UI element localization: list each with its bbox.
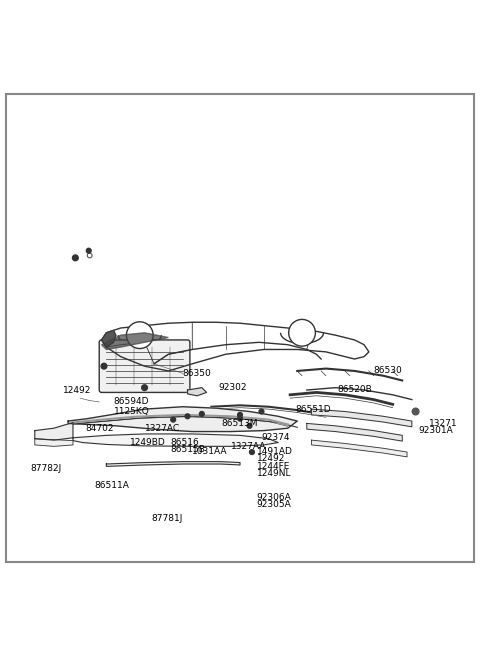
Text: 86551D: 86551D xyxy=(295,405,331,414)
Text: 1249NL: 1249NL xyxy=(257,469,291,478)
Text: 84702: 84702 xyxy=(85,424,113,433)
Circle shape xyxy=(185,414,190,419)
Polygon shape xyxy=(35,439,73,446)
FancyBboxPatch shape xyxy=(99,340,190,392)
Polygon shape xyxy=(188,388,206,396)
Circle shape xyxy=(259,409,264,414)
Text: 1031AA: 1031AA xyxy=(192,447,228,456)
Polygon shape xyxy=(107,462,240,466)
Text: 1327AA: 1327AA xyxy=(230,442,266,451)
Polygon shape xyxy=(312,440,407,457)
Circle shape xyxy=(171,417,176,422)
Text: 92305A: 92305A xyxy=(257,500,291,509)
Circle shape xyxy=(126,322,153,348)
Text: 92374: 92374 xyxy=(262,433,290,442)
Text: 92306A: 92306A xyxy=(257,493,291,502)
Circle shape xyxy=(238,417,242,421)
Text: 1244FE: 1244FE xyxy=(257,462,290,471)
Circle shape xyxy=(199,411,204,417)
Circle shape xyxy=(250,450,254,455)
Polygon shape xyxy=(102,331,116,347)
Polygon shape xyxy=(35,422,73,440)
Text: 86350: 86350 xyxy=(183,369,212,378)
Text: 1249BD: 1249BD xyxy=(130,438,166,447)
Circle shape xyxy=(142,385,147,390)
Text: 12492: 12492 xyxy=(63,386,92,394)
Polygon shape xyxy=(68,407,297,432)
Circle shape xyxy=(87,253,92,258)
Text: 86513M: 86513M xyxy=(221,419,257,428)
Text: 12492: 12492 xyxy=(257,454,285,462)
Circle shape xyxy=(412,408,419,415)
Text: 1125KQ: 1125KQ xyxy=(114,407,149,416)
Circle shape xyxy=(86,249,91,253)
Circle shape xyxy=(238,413,242,417)
Polygon shape xyxy=(73,434,278,446)
Polygon shape xyxy=(307,423,402,441)
Text: 86520B: 86520B xyxy=(338,384,372,394)
Text: 1491AD: 1491AD xyxy=(257,447,293,456)
Text: 86516: 86516 xyxy=(171,438,200,447)
Circle shape xyxy=(247,423,252,428)
Circle shape xyxy=(288,319,315,346)
Polygon shape xyxy=(102,333,168,350)
Text: 87782J: 87782J xyxy=(30,464,61,473)
Text: 86594D: 86594D xyxy=(114,398,149,407)
Text: 87781J: 87781J xyxy=(152,514,183,523)
Text: 92301A: 92301A xyxy=(418,426,453,435)
Text: 92302: 92302 xyxy=(218,383,247,392)
Text: 86530: 86530 xyxy=(373,367,402,375)
Circle shape xyxy=(101,363,107,369)
Text: 86511A: 86511A xyxy=(95,481,129,490)
Circle shape xyxy=(72,255,78,260)
Text: 86515B: 86515B xyxy=(171,445,205,454)
Polygon shape xyxy=(312,409,412,427)
Text: 13271: 13271 xyxy=(429,419,457,428)
Text: 1327AC: 1327AC xyxy=(144,424,180,433)
